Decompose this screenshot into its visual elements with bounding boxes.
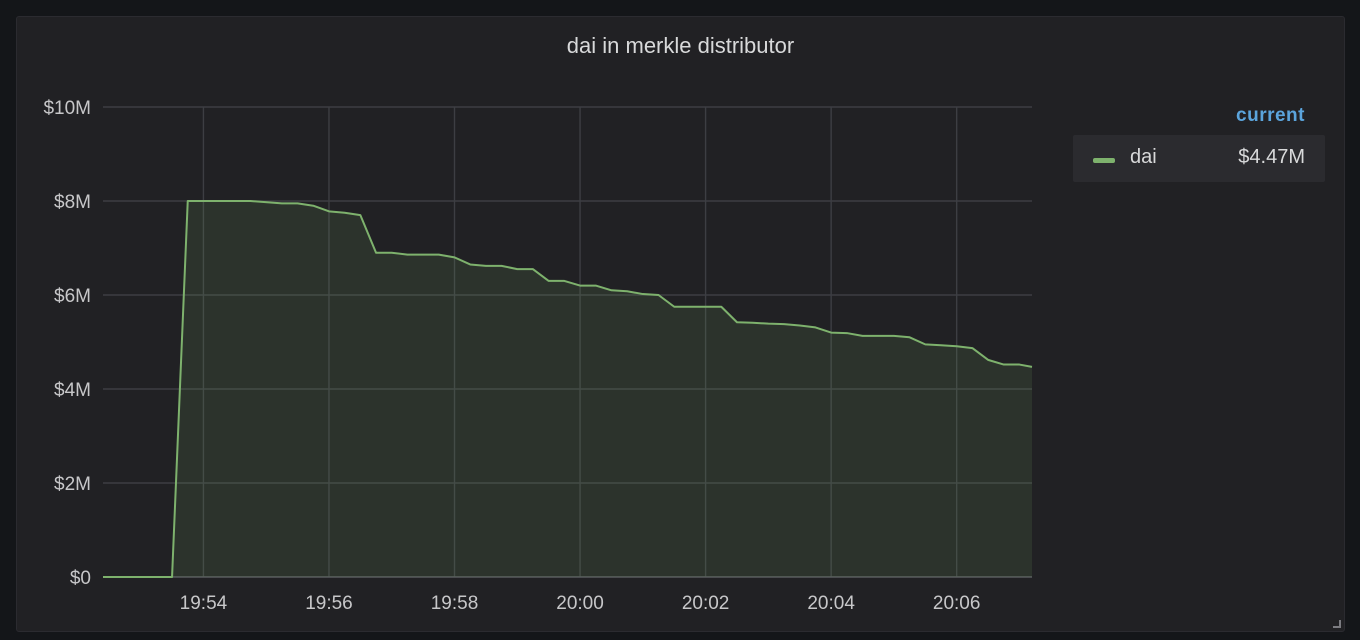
legend-header-current[interactable]: current bbox=[1236, 105, 1305, 126]
graph-panel: dai in merkle distributor $0 $2M $4M $6M $8M… bbox=[16, 16, 1345, 632]
y-tick-label: $2M bbox=[54, 474, 91, 495]
area-chart[interactable]: $0 $2M $4M $6M $8M $10M 19:54 19:56 19:58 20:00 2… bbox=[17, 17, 1344, 631]
x-tick-label: 20:02 bbox=[682, 593, 730, 614]
x-tick-label: 20:00 bbox=[556, 593, 604, 614]
x-tick-label: 20:06 bbox=[933, 593, 981, 614]
legend-current-value: $4.47M bbox=[1238, 146, 1305, 168]
legend-color-swatch[interactable] bbox=[1093, 158, 1115, 163]
resize-handle[interactable] bbox=[1333, 620, 1341, 628]
legend-series-name[interactable]: dai bbox=[1130, 146, 1157, 168]
y-tick-label: $10M bbox=[43, 98, 91, 119]
y-axis: $0 $2M $4M $6M $8M $10M bbox=[43, 98, 91, 589]
legend: current dai $4.47M bbox=[1073, 105, 1325, 182]
x-axis: 19:54 19:56 19:58 20:00 20:02 20:04 20:06 bbox=[180, 593, 981, 614]
series-area-dai bbox=[103, 201, 1032, 577]
panel-title[interactable]: dai in merkle distributor bbox=[566, 33, 795, 58]
x-tick-label: 19:56 bbox=[305, 593, 353, 614]
series-line-dai[interactable] bbox=[103, 200, 1033, 578]
legend-item-dai[interactable]: dai $4.47M bbox=[1073, 135, 1325, 182]
y-tick-label: $4M bbox=[54, 380, 91, 401]
y-tick-label: $6M bbox=[54, 286, 91, 307]
y-tick-label: $8M bbox=[54, 192, 91, 213]
grid bbox=[103, 106, 1032, 578]
x-tick-label: 19:54 bbox=[180, 593, 228, 614]
y-tick-label: $0 bbox=[70, 568, 91, 589]
x-tick-label: 19:58 bbox=[431, 593, 479, 614]
series-area-layer bbox=[103, 201, 1032, 577]
x-tick-label: 20:04 bbox=[807, 593, 855, 614]
series-line-layer bbox=[103, 200, 1033, 578]
